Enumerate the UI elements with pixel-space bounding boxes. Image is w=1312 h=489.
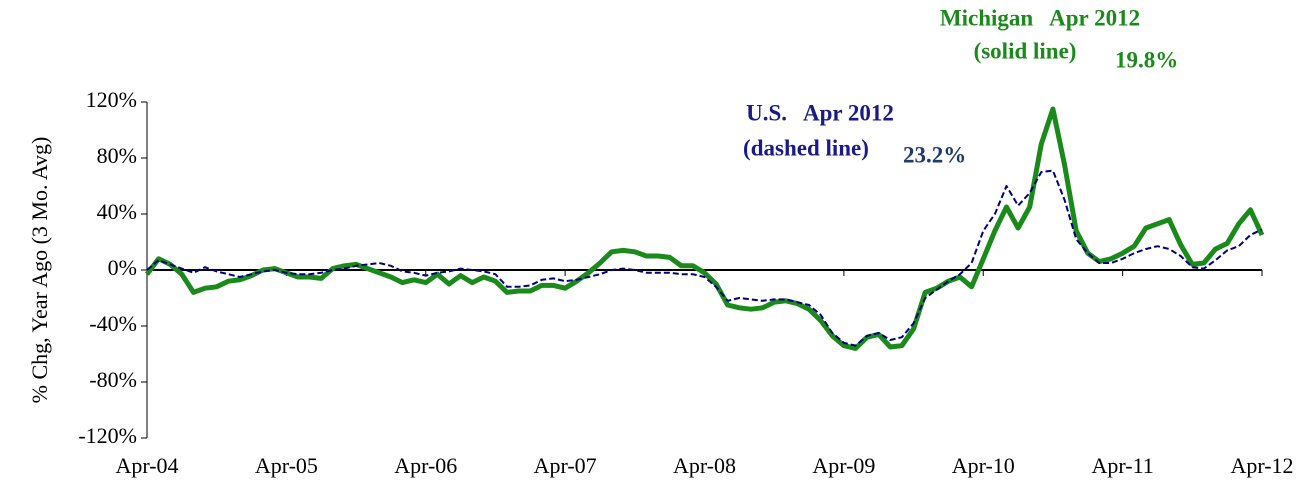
annotation: (dashed line): [743, 135, 869, 160]
x-tick-label: Apr-12: [1230, 453, 1293, 478]
y-tick-label: 120%: [86, 87, 137, 112]
x-tick-label: Apr-11: [1091, 453, 1153, 478]
annotation: 23.2%: [903, 142, 966, 167]
annotation: 19.8%: [1115, 47, 1178, 72]
x-tick-label: Apr-09: [812, 453, 875, 478]
x-tick-label: Apr-06: [394, 453, 457, 478]
y-tick-label: 80%: [97, 143, 137, 168]
annotation: Michigan Apr 2012: [940, 5, 1140, 30]
x-tick-label: Apr-04: [115, 453, 178, 478]
y-axis-label: % Chg, Year Ago (3 Mo. Avg): [27, 137, 52, 404]
y-tick-label: -40%: [89, 311, 137, 336]
annotation: (solid line): [974, 38, 1077, 63]
y-tick-label: -80%: [89, 367, 137, 392]
y-tick-label: 0%: [108, 255, 137, 280]
x-tick-label: Apr-08: [673, 453, 736, 478]
x-tick-label: Apr-05: [255, 453, 318, 478]
y-tick-label: 40%: [97, 199, 137, 224]
annotation: U.S. Apr 2012: [746, 100, 894, 125]
x-tick-label: Apr-07: [534, 453, 597, 478]
y-tick-label: -120%: [78, 423, 137, 448]
solid-line: [145, 106, 1265, 351]
dashed-line: [146, 169, 1263, 347]
x-tick-label: Apr-10: [952, 453, 1015, 478]
